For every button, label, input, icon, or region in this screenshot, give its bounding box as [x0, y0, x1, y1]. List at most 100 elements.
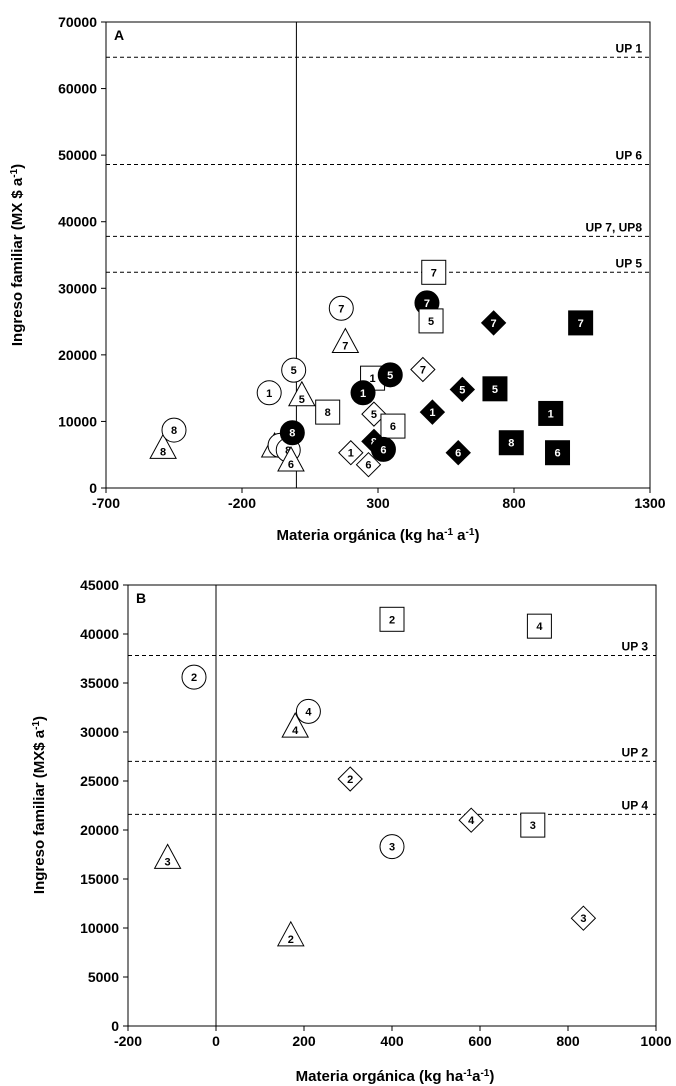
panel-label: A	[114, 27, 124, 43]
point-marker: 4	[458, 807, 484, 833]
circle-mark	[379, 834, 405, 860]
y-tick-label: 20000	[80, 822, 119, 838]
point-label: 8	[325, 407, 331, 419]
y-tick-label: 50000	[58, 147, 97, 163]
label-part: )	[489, 1068, 494, 1085]
diamond-mark	[355, 451, 382, 478]
label-part: a	[472, 1068, 481, 1085]
diamond-mark	[410, 356, 436, 383]
point-marker: 1	[338, 440, 364, 466]
y-tick-label: 0	[111, 1018, 119, 1034]
label-part: )	[474, 527, 479, 544]
point-label: 5	[428, 316, 434, 328]
point-label: 1	[348, 448, 354, 460]
point-marker: 3	[379, 834, 405, 860]
y-axis-title: Ingreso familiar (MX$ a-1)	[31, 716, 49, 894]
point-marker: 7	[568, 310, 594, 336]
point-marker: 5	[288, 380, 316, 407]
point-label: 4	[536, 621, 543, 633]
y-tick-label: 35000	[80, 675, 119, 691]
point-marker: 2	[276, 920, 305, 947]
x-tick-label: 200	[292, 1033, 316, 1049]
point-label: 5	[291, 365, 297, 377]
square-mark	[379, 606, 405, 632]
point-marker: 7	[480, 310, 507, 336]
point-label: 2	[347, 774, 353, 786]
reference-line-label: UP 4	[622, 798, 649, 812]
triangle-mark	[153, 843, 182, 869]
point-label: 5	[459, 384, 465, 396]
point-label: 6	[390, 421, 396, 433]
point-marker: 3	[153, 843, 182, 869]
y-tick-label: 30000	[80, 724, 119, 740]
x-tick-label: 300	[366, 495, 390, 511]
point-label: 6	[554, 448, 560, 460]
point-label: 4	[468, 815, 475, 827]
y-tick-label: 45000	[80, 577, 119, 593]
y-tick-label: 20000	[58, 347, 97, 363]
superscript: -1	[31, 721, 42, 730]
square-mark	[482, 376, 508, 402]
point-label: 8	[160, 446, 166, 458]
point-marker: 4	[281, 712, 310, 738]
point-marker: 8	[161, 417, 187, 443]
x-axis-title: Materia orgánica (kg ha-1a-1)	[296, 1068, 495, 1086]
point-label: 8	[289, 428, 295, 440]
x-tick-label: -200	[114, 1033, 142, 1049]
point-marker: 7	[331, 327, 360, 354]
diamond-mark	[480, 310, 507, 336]
point-label: 5	[299, 394, 305, 406]
circle-mark	[295, 698, 321, 724]
square-mark	[545, 440, 571, 466]
point-marker: 2	[337, 766, 363, 792]
y-tick-label: 0	[89, 480, 97, 496]
triangle-mark	[277, 445, 305, 472]
diamond-mark	[570, 905, 597, 931]
superscript: -1	[463, 1068, 472, 1079]
point-marker: 5	[361, 401, 387, 427]
point-label: 6	[455, 448, 461, 460]
point-label: 7	[342, 341, 348, 353]
point-marker: 5	[377, 362, 403, 388]
point-marker: 8	[149, 433, 177, 459]
circle-mark	[328, 295, 354, 321]
point-label: 2	[191, 672, 197, 684]
panel-label: B	[136, 590, 146, 606]
point-marker: 2	[181, 664, 207, 690]
point-marker: 5	[482, 376, 508, 402]
label-part: )	[9, 164, 26, 169]
point-marker: 7	[328, 295, 354, 321]
point-label: 4	[305, 706, 312, 718]
point-label: 5	[492, 384, 498, 396]
point-marker: 6	[370, 436, 396, 462]
triangle-mark	[149, 433, 177, 459]
circle-mark	[370, 436, 396, 462]
point-marker: 8	[279, 420, 305, 446]
label-part: )	[31, 716, 48, 721]
square-mark	[526, 613, 552, 639]
point-marker: 5	[281, 357, 307, 383]
point-label: 7	[431, 267, 437, 279]
panel-b-chart: -200 0 200 400 600 800 10000500010000150002000…	[31, 577, 672, 1085]
point-label: 3	[530, 820, 536, 832]
point-marker: 3	[570, 905, 597, 931]
point-marker: 6	[355, 451, 382, 478]
y-tick-label: 5000	[88, 969, 119, 985]
circle-mark	[279, 420, 305, 446]
x-tick-label: 0	[212, 1033, 220, 1049]
point-label: 7	[420, 365, 426, 377]
y-tick-label: 60000	[58, 81, 97, 97]
y-tick-label: 15000	[80, 871, 119, 887]
square-mark	[315, 399, 341, 425]
x-tick-label: 400	[380, 1033, 404, 1049]
diamond-mark	[361, 401, 387, 427]
point-label: 6	[288, 459, 294, 471]
x-tick-label: -700	[92, 495, 120, 511]
point-label: 8	[508, 438, 514, 450]
panel-a-chart: -700 -200 300 800 1300 0 10000 20000 30000 40000 5…	[9, 14, 666, 544]
point-label: 2	[389, 614, 395, 626]
x-tick-label: 800	[502, 495, 526, 511]
square-mark	[418, 308, 444, 334]
y-tick-label: 30000	[58, 280, 97, 296]
